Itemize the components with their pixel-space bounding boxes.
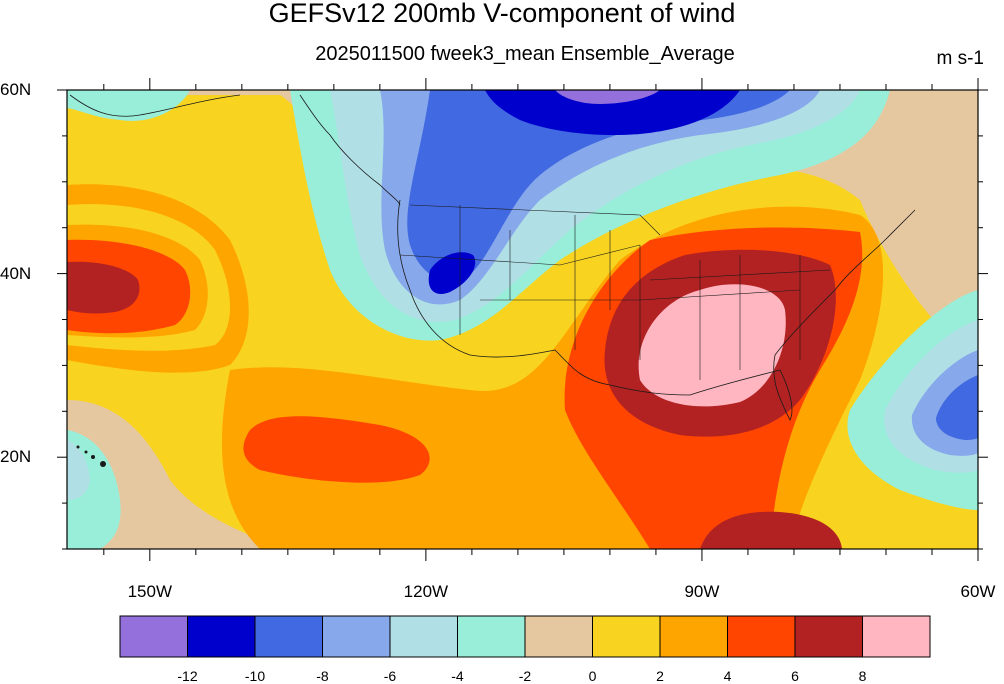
map-subtitle: 2025011500 fweek3_mean Ensemble_Average bbox=[315, 43, 735, 65]
colorbar-swatch bbox=[862, 615, 931, 658]
contour-lt-neg12 bbox=[555, 90, 660, 104]
lon-label-60w: 60W bbox=[960, 582, 996, 601]
lon-label-150w: 150W bbox=[127, 582, 173, 601]
axis-ticks bbox=[57, 78, 988, 561]
contour-neg6-neg4-sw bbox=[67, 440, 90, 500]
contour-gt8 bbox=[638, 284, 786, 407]
contour-neg12-neg10-west bbox=[428, 252, 476, 294]
colorbar-label: -2 bbox=[518, 668, 532, 684]
lat-label-20n: 20N bbox=[0, 447, 32, 467]
lat-label-40n: 40N bbox=[0, 263, 32, 283]
state-borders bbox=[399, 204, 831, 380]
colorbar-swatch bbox=[659, 615, 728, 658]
colorbar-swatch bbox=[187, 615, 256, 658]
lat-label-60n: 60N bbox=[0, 80, 32, 99]
contour-neg12-neg10 bbox=[485, 90, 740, 136]
map-title: GEFSv12 200mb V-component of wind bbox=[268, 0, 736, 28]
contour-neg4-neg2-nw bbox=[67, 90, 190, 121]
colorbar-label: 6 bbox=[791, 668, 799, 684]
colorbar-label: 0 bbox=[588, 668, 597, 684]
colorbar-swatch bbox=[794, 615, 863, 658]
lon-label-120w: 120W bbox=[403, 582, 449, 601]
colorbar-swatch bbox=[592, 615, 661, 658]
colorbar-swatch bbox=[524, 615, 593, 658]
colorbar-swatch bbox=[254, 615, 323, 658]
colorbar-swatch bbox=[389, 615, 458, 658]
lon-label-90w: 90W bbox=[684, 582, 720, 601]
colorbar-swatch bbox=[457, 615, 526, 658]
colorbar-label: -4 bbox=[451, 668, 464, 684]
colorbar-label: 4 bbox=[723, 668, 732, 684]
colorbar bbox=[119, 615, 931, 658]
colorbar-label: -12 bbox=[177, 668, 198, 684]
hawaii-islands bbox=[76, 445, 106, 467]
colorbar-swatch bbox=[119, 615, 188, 658]
contour-4-6-pacific bbox=[243, 416, 430, 483]
coastlines bbox=[69, 94, 916, 421]
contour-6-8-west bbox=[67, 261, 140, 314]
colorbar-swatch bbox=[727, 615, 796, 658]
colorbar-label: 2 bbox=[656, 668, 664, 684]
contour-6-8-south bbox=[700, 511, 842, 549]
colorbar-label: 8 bbox=[858, 668, 867, 684]
contour-neg10-neg8-east bbox=[936, 375, 978, 440]
contour-neg10-neg8 bbox=[407, 90, 790, 281]
colorbar-swatch bbox=[322, 615, 391, 658]
contour-field bbox=[67, 90, 978, 549]
colorbar-label: -8 bbox=[316, 668, 329, 684]
units-label: m s-1 bbox=[936, 48, 985, 69]
contour-neg2-0-south bbox=[67, 400, 290, 549]
colorbar-label: -10 bbox=[244, 668, 266, 684]
colorbar-label: -6 bbox=[383, 668, 397, 684]
